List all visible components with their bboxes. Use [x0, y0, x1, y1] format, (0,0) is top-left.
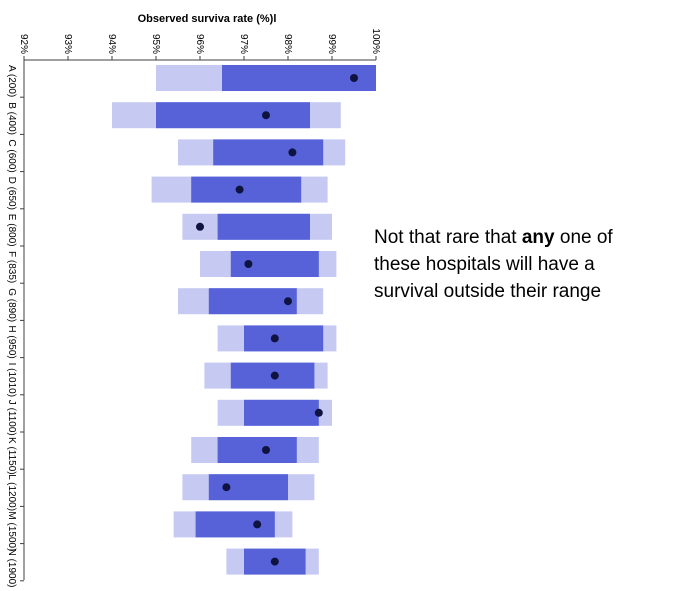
category-label: K (1150) [6, 437, 17, 475]
category-label: H (950) [6, 325, 17, 358]
inner-range-bar [244, 399, 319, 426]
hospital-row [204, 362, 328, 389]
hospital-row [156, 65, 376, 91]
x-tick-label: 94% [106, 34, 117, 54]
category-label: F (835) [6, 251, 17, 283]
hospital-row [178, 288, 324, 315]
category-label: D (650) [6, 177, 17, 210]
hospital-row [182, 213, 332, 240]
inner-range-bar [217, 437, 297, 463]
category-label: L (1200) [6, 474, 17, 511]
category-label: C (600) [6, 139, 17, 172]
x-tick-label: 99% [326, 34, 337, 54]
chart-title: Observed surviva rate (%)l [138, 13, 277, 25]
observed-rate-point [270, 334, 279, 343]
annotation-pre: Not that rare that [374, 227, 522, 248]
category-label: I (1010) [6, 363, 17, 397]
x-tick-label: 93% [62, 34, 73, 54]
observed-rate-point [288, 148, 297, 157]
category-label: J (1100) [6, 400, 17, 436]
observed-rate-point [270, 371, 279, 380]
observed-rate-point [262, 111, 270, 120]
observed-rate-point [270, 557, 279, 566]
category-label: M (1500) [6, 511, 17, 551]
x-tick-label: 95% [150, 34, 161, 54]
hospital-row [151, 176, 328, 203]
x-tick-label: 100% [370, 28, 381, 54]
hospital-row [182, 474, 315, 501]
hospital-row [178, 139, 346, 166]
annotation-bold: any [521, 227, 555, 248]
inner-range-bar [213, 139, 324, 166]
observed-rate-point [350, 74, 358, 82]
observed-rate-point [235, 185, 244, 194]
category-label: G (890) [6, 288, 17, 322]
observed-rate-point [222, 483, 231, 492]
category-label: E (800) [6, 214, 17, 247]
category-labels: A (200) B (400) C (600) D (650) E (800) F (83… [6, 65, 24, 588]
observed-rate-point [284, 297, 292, 306]
inner-range-bar [217, 213, 310, 240]
inner-range-bar [191, 176, 302, 203]
x-tick-label: 98% [282, 34, 293, 54]
observed-rate-point [262, 446, 270, 454]
x-axis-ticks: 92% 93% 94% 95% 96% 97% 98% 99% 100% [18, 28, 381, 60]
observed-rate-point [314, 408, 323, 417]
hospital-row [200, 251, 337, 277]
x-tick-label: 97% [238, 34, 249, 54]
hospital-row [112, 102, 341, 129]
inner-range-bar [208, 288, 297, 315]
hospital-row [191, 437, 319, 463]
category-label: A (200) [6, 65, 17, 97]
bars-group [112, 65, 376, 575]
x-tick-label: 96% [194, 34, 205, 54]
category-label: B (400) [6, 102, 17, 135]
hospital-row [217, 399, 332, 426]
hospital-row [173, 511, 293, 538]
inner-range-bar [244, 325, 324, 352]
category-label: N (1900) [6, 549, 17, 588]
hospital-row [217, 325, 337, 352]
inner-range-bar [230, 251, 319, 277]
inner-range-bar [156, 102, 310, 129]
inner-range-bar [195, 511, 275, 538]
observed-rate-point [244, 260, 253, 268]
annotation-post: one of these hospitals will have a survi… [374, 227, 613, 302]
inner-range-bar [208, 474, 288, 501]
hospital-row [226, 548, 319, 575]
observed-rate-point [253, 520, 262, 529]
annotation-text: Not that rare that any one of these hosp… [374, 224, 664, 305]
x-tick-label: 92% [18, 34, 29, 54]
observed-rate-point [196, 222, 204, 231]
